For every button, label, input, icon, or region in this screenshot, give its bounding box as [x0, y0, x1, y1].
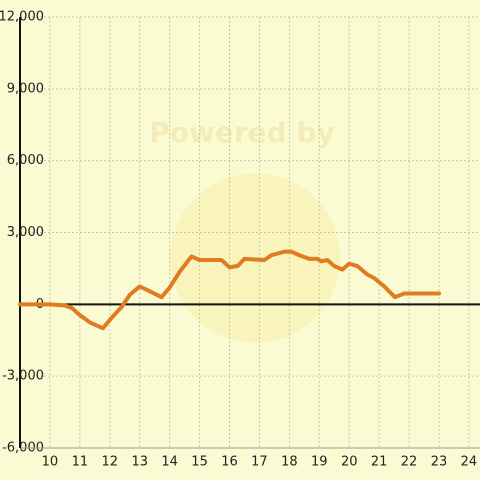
x-tick-label: 18 [281, 455, 298, 470]
x-tick-label: 13 [131, 455, 148, 470]
y-tick-label: 12,000 [0, 10, 44, 25]
x-tick-label: 22 [401, 455, 418, 470]
x-tick-label: 21 [371, 455, 388, 470]
y-tick-label: 6,000 [7, 153, 44, 168]
x-tick-label: 19 [311, 455, 328, 470]
y-tick-label: -3,000 [2, 369, 44, 384]
watermark: Powered by [149, 116, 335, 149]
y-tick-label: 9,000 [7, 81, 44, 96]
x-tick-label: 17 [251, 455, 268, 470]
x-tick-label: 12 [102, 455, 119, 470]
x-tick-label: 15 [191, 455, 208, 470]
x-tick-label: 14 [161, 455, 178, 470]
x-tick-label: 24 [461, 455, 478, 470]
x-tick-label: 16 [221, 455, 238, 470]
data-line [18, 249, 441, 331]
x-tick-label: 20 [341, 455, 358, 470]
x-tick-label: 10 [42, 455, 59, 470]
x-tick-label: 11 [72, 455, 89, 470]
y-tick-label: 3,000 [7, 225, 44, 240]
x-tick-label: 23 [431, 455, 448, 470]
